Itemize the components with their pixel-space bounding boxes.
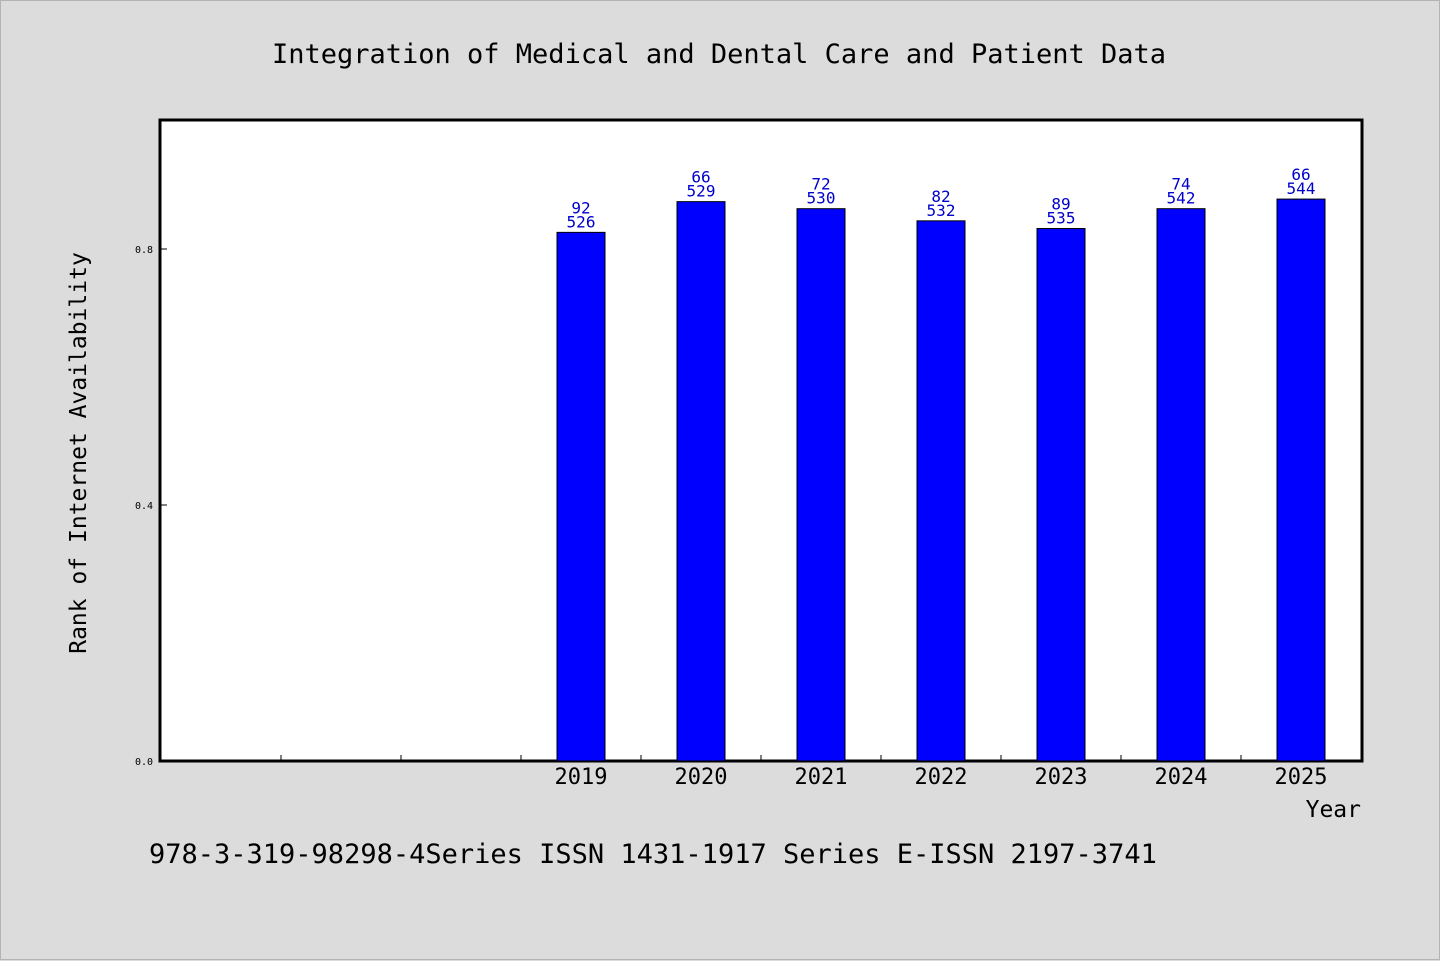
- chart-title: Integration of Medical and Dental Care a…: [272, 39, 1166, 70]
- bar-2019: [556, 231, 606, 762]
- y-axis-title: Rank of Internet Availability: [66, 252, 92, 654]
- x-tick-label-2024: 2024: [1155, 765, 1208, 790]
- y-tick-label: 0.8: [135, 245, 153, 256]
- bar-2020: [676, 201, 726, 762]
- x-tick-label-2025: 2025: [1275, 765, 1328, 790]
- x-tick-label-2023: 2023: [1035, 765, 1088, 790]
- bar-label-top-2023: 89: [1051, 195, 1070, 214]
- bar-2022: [916, 220, 966, 762]
- x-tick-label-2021: 2021: [795, 765, 848, 790]
- bar-label-top-2021: 72: [811, 175, 830, 194]
- y-tick-label: 0.0: [135, 757, 153, 768]
- bar-2024: [1156, 208, 1206, 762]
- bar-label-bottom-2022: 532: [927, 201, 956, 220]
- bar-label-top-2020: 66: [691, 168, 710, 187]
- x-tick-label-2020: 2020: [675, 765, 728, 790]
- bar-label-top-2019: 92: [571, 198, 590, 217]
- bar-label-bottom-2021: 530: [807, 189, 836, 208]
- bar-2021: [796, 208, 846, 762]
- bar-label-bottom-2024: 542: [1167, 189, 1196, 208]
- bar-label-bottom-2019: 526: [567, 212, 596, 231]
- x-tick-label-2019: 2019: [555, 765, 608, 790]
- bar-label-top-2024: 74: [1171, 175, 1190, 194]
- bar-label-top-2025: 66: [1291, 165, 1310, 184]
- x-tick-label-2022: 2022: [915, 765, 968, 790]
- bar-label-bottom-2020: 529: [687, 182, 716, 201]
- y-tick-label: 0.4: [135, 501, 153, 512]
- footer-isbn-text: 978-3-319-98298-4Series ISSN 1431-1917 S…: [149, 839, 1157, 870]
- bar-label-bottom-2023: 535: [1047, 209, 1076, 228]
- bar-label-bottom-2025: 544: [1287, 179, 1316, 198]
- x-axis-title: Year: [1306, 797, 1361, 823]
- axis-ticks: 0.0 0.4 0.8: [135, 245, 1242, 768]
- bars-group: [556, 198, 1326, 762]
- bar-label-top-2022: 82: [931, 187, 950, 206]
- bar-2025: [1276, 198, 1326, 762]
- x-tick-labels: 2019 2020 2021 2022 2023 2024 2025: [555, 765, 1328, 790]
- bar-2023: [1036, 228, 1086, 762]
